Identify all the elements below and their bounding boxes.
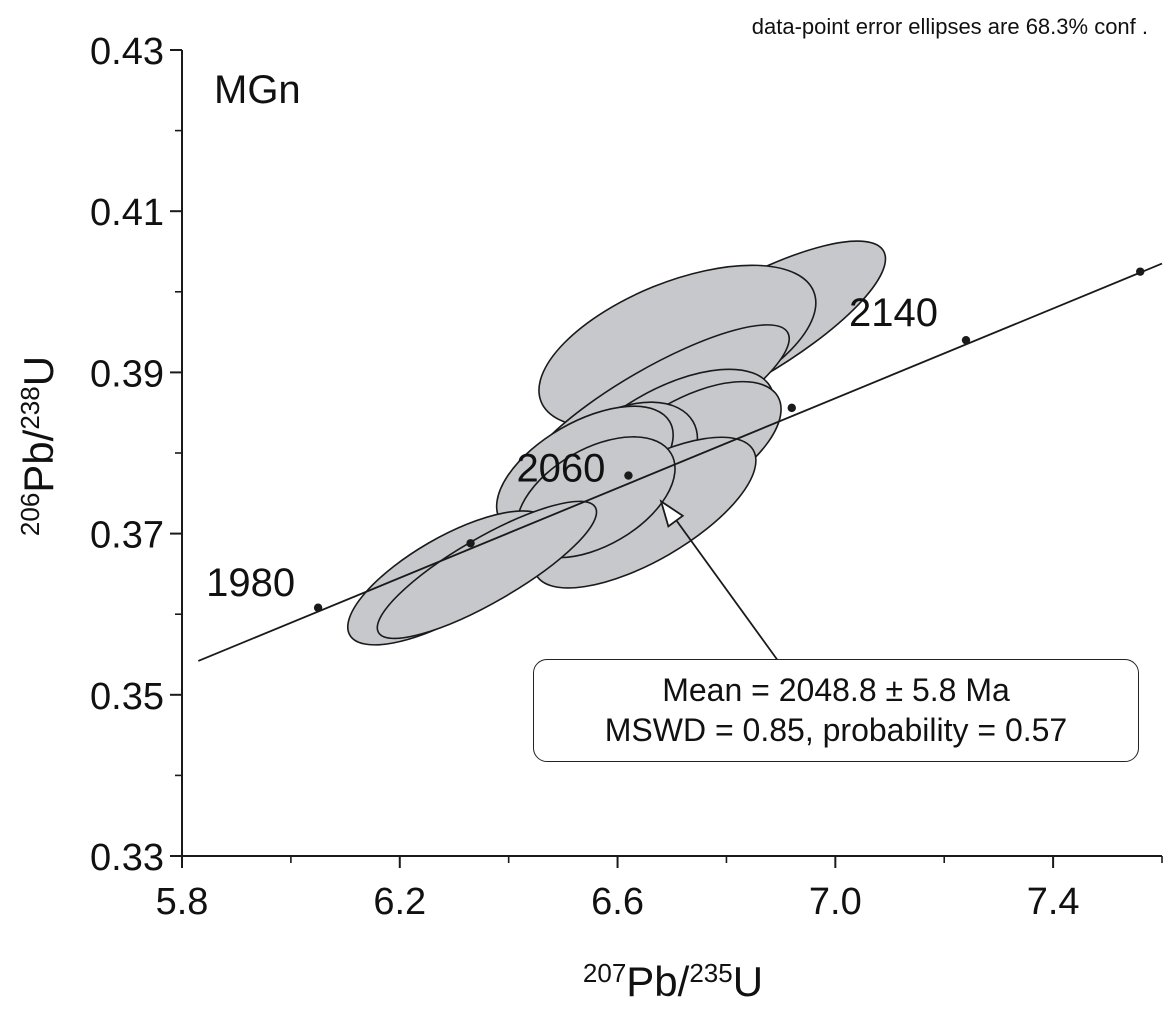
y-tick-label: 0.33: [90, 837, 164, 879]
arrow-head: [659, 499, 685, 528]
x-axis-label: 207Pb/235U: [582, 958, 764, 1005]
age-marker-2020: [466, 539, 475, 548]
confidence-note: data-point error ellipses are 68.3% conf…: [751, 14, 1148, 39]
x-tick-label: 7.0: [809, 881, 862, 923]
arrow-shaft: [668, 509, 788, 673]
mean-arrow: [659, 499, 788, 673]
age-marker-1980: [313, 603, 323, 612]
y-tick-label: 0.39: [90, 353, 164, 395]
age-marker-2140: [961, 335, 971, 345]
result-box: Mean = 2048.8 ± 5.8 Ma MSWD = 0.85, prob…: [533, 659, 1139, 762]
age-label-1980: 1980: [206, 561, 295, 605]
axes: 0.33 0.35 0.37 0.39 0.41 0.43 5.8 6.2 6.6 7.0 7.4: [90, 31, 1163, 923]
age-label-2060: 2060: [516, 447, 605, 491]
age-marker-2180: [1136, 267, 1145, 276]
concordia-line: [197, 262, 1163, 662]
age-label-2140: 2140: [849, 291, 938, 335]
error-ellipses: [346, 240, 887, 646]
y-tick-label: 0.41: [90, 192, 164, 234]
y-tick-label: 0.43: [90, 31, 164, 73]
sample-label: MGn: [214, 68, 301, 112]
y-tick-label: 0.37: [90, 515, 164, 557]
mean-age-text: Mean = 2048.8 ± 5.8 Ma: [662, 672, 1010, 708]
mswd-text: MSWD = 0.85, probability = 0.57: [604, 712, 1068, 748]
age-marker-2100: [787, 403, 796, 413]
x-tick-label: 7.4: [1027, 881, 1080, 923]
y-tick-label: 0.35: [90, 676, 164, 718]
age-marker-2060: [624, 471, 633, 480]
concordia-curve: 1980 2060 2140: [197, 262, 1163, 662]
y-axis-label: 206Pb/238U: [15, 355, 62, 537]
x-tick-label: 6.2: [373, 881, 426, 923]
x-tick-label: 6.6: [591, 881, 644, 923]
x-tick-label: 5.8: [156, 881, 209, 923]
